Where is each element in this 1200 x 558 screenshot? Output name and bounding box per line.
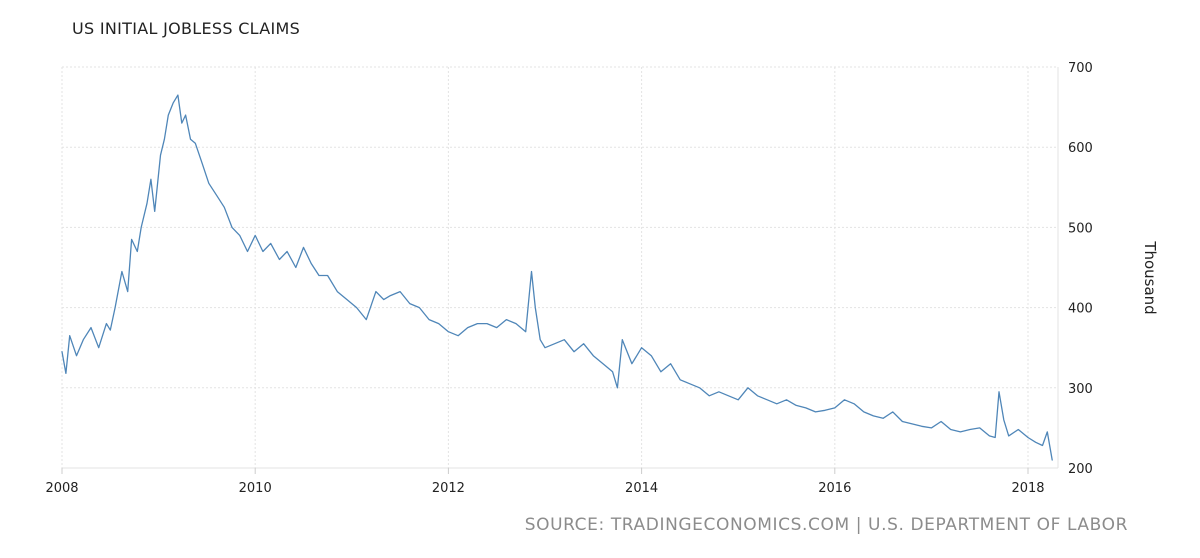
y-tick-label: 300 (1068, 382, 1093, 397)
y-tick-labels: 200 300 400 500 600 700 (1068, 61, 1093, 477)
x-tick-labels: 2008 2010 2012 2014 2016 2018 (45, 481, 1044, 496)
x-tick-label: 2018 (1011, 481, 1044, 496)
x-tick-label: 2008 (45, 481, 78, 496)
y-tick-label: 600 (1068, 141, 1093, 156)
y-tick-label: 700 (1068, 61, 1093, 76)
series-line-initial-claims (61, 94, 1053, 461)
x-tick-label: 2014 (625, 481, 658, 496)
y-tick-label: 500 (1068, 221, 1093, 236)
chart-title: US INITIAL JOBLESS CLAIMS (72, 19, 301, 38)
x-tick-label: 2010 (239, 481, 272, 496)
x-tick-label: 2012 (432, 481, 465, 496)
line-chart: 2008 2010 2012 2014 2016 2018 200 300 400 500 600… (45, 61, 1159, 496)
y-tick-label: 400 (1068, 302, 1093, 317)
y-tick-label: 200 (1068, 462, 1093, 477)
y-axis-title: Thousand (1141, 240, 1159, 314)
source-attribution: SOURCE: TRADINGECONOMICS.COM | U.S. DEPA… (524, 515, 1128, 535)
gridlines (61, 66, 1059, 474)
x-tick-label: 2016 (818, 481, 851, 496)
